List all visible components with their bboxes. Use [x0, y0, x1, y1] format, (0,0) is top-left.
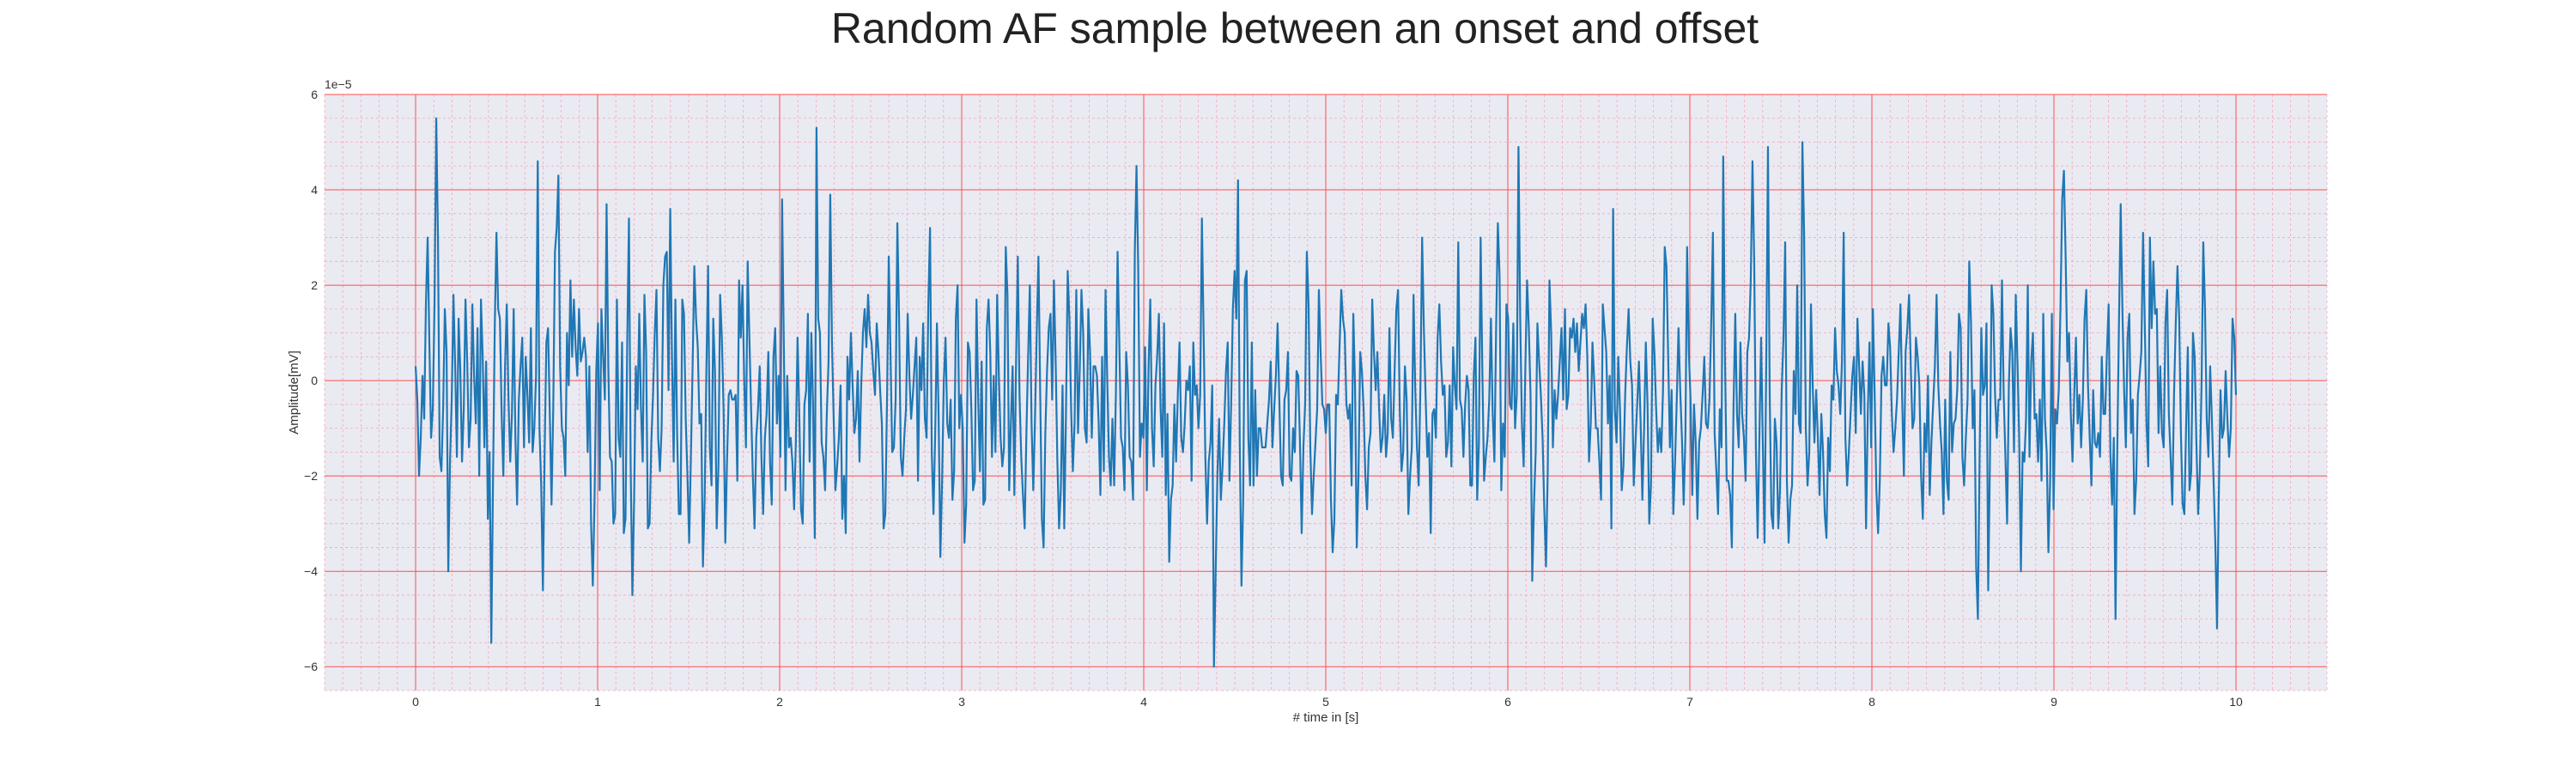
x-tick-label: 4 — [1140, 695, 1147, 709]
x-tick-label: 5 — [1322, 695, 1329, 709]
x-tick-label: 0 — [412, 695, 419, 709]
x-tick-label: 7 — [1686, 695, 1693, 709]
x-tick-label: 8 — [1868, 695, 1875, 709]
y-tick-label: −2 — [304, 469, 318, 483]
series-layer — [414, 117, 2238, 668]
y-tick-label: 6 — [311, 88, 318, 101]
x-tick-label: 3 — [958, 695, 965, 709]
x-tick-label: 2 — [776, 695, 783, 709]
y-tick-label: −6 — [304, 660, 318, 673]
y-tick-label: 2 — [311, 278, 318, 292]
x-tick-label: 1 — [594, 695, 601, 709]
x-axis-label: # time in [s] — [1293, 710, 1359, 725]
signal-line — [414, 117, 2238, 668]
y-axis-ticks: −6 −4 −2 0 2 4 6 — [304, 88, 318, 673]
x-tick-label: 9 — [2050, 695, 2057, 709]
y-tick-label: −4 — [304, 564, 318, 578]
y-tick-label: 4 — [311, 183, 318, 197]
x-tick-label: 6 — [1504, 695, 1511, 709]
x-axis-ticks: 0 1 2 3 4 5 6 7 8 9 10 — [412, 695, 2243, 709]
chart-title: Random AF sample between an onset and of… — [831, 4, 1759, 52]
x-tick-label: 10 — [2229, 695, 2243, 709]
y-axis-label: Amplitude[mV] — [287, 350, 301, 435]
y-offset-label: 1e−5 — [325, 77, 352, 91]
y-tick-label: 0 — [311, 374, 318, 387]
